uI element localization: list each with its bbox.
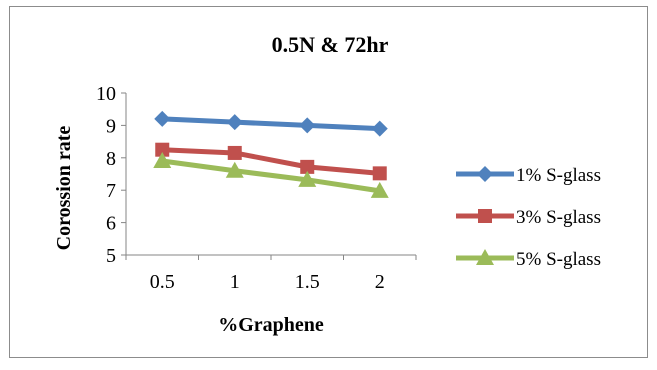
x-tick-label: 0.5 xyxy=(150,271,175,293)
chart-title: 0.5N & 72hr xyxy=(272,32,389,57)
y-tick-label: 5 xyxy=(106,245,116,267)
data-point xyxy=(226,114,243,131)
series-1 xyxy=(154,110,388,137)
data-point xyxy=(371,120,388,137)
data-point xyxy=(225,161,244,178)
series-2 xyxy=(155,142,387,181)
legend-marker xyxy=(476,249,494,265)
x-tick-label: 1.5 xyxy=(295,271,320,293)
data-point xyxy=(299,117,316,134)
series-line xyxy=(159,116,383,132)
data-point xyxy=(154,110,171,127)
data-point xyxy=(298,170,317,187)
data-point xyxy=(372,166,387,181)
legend-label: 5% S-glass xyxy=(516,249,601,270)
legend-item: 5% S-glass xyxy=(456,249,601,270)
legend-item: 3% S-glass xyxy=(456,207,601,228)
x-axis-title: %Graphene xyxy=(218,314,324,336)
series-layer xyxy=(153,110,389,198)
axes: 5 6 7 8 9 10 0.5 1 1.5 2 xyxy=(96,83,417,293)
legend: 1% S-glass 3% S-glass 5% S-glass xyxy=(456,165,601,270)
data-point xyxy=(227,145,242,160)
y-tick-label: 7 xyxy=(106,180,116,202)
legend-marker xyxy=(477,166,493,182)
legend-item: 1% S-glass xyxy=(456,165,601,186)
x-tick-label: 1 xyxy=(230,271,240,293)
data-point xyxy=(153,152,172,169)
data-point xyxy=(370,181,389,198)
y-tick-label: 8 xyxy=(106,148,116,170)
data-point xyxy=(300,159,315,174)
legend-label: 3% S-glass xyxy=(516,207,601,228)
legend-marker xyxy=(478,209,492,223)
y-tick-label: 9 xyxy=(106,115,116,137)
y-tick-label: 10 xyxy=(96,83,116,105)
x-tick-label: 2 xyxy=(375,271,385,293)
series-line xyxy=(159,147,383,176)
y-axis-title: Corossion rate xyxy=(53,126,75,251)
y-tick-label: 6 xyxy=(106,213,116,235)
series-line xyxy=(159,158,383,194)
legend-label: 1% S-glass xyxy=(516,165,601,186)
data-point xyxy=(155,142,170,157)
series-3 xyxy=(153,152,389,198)
